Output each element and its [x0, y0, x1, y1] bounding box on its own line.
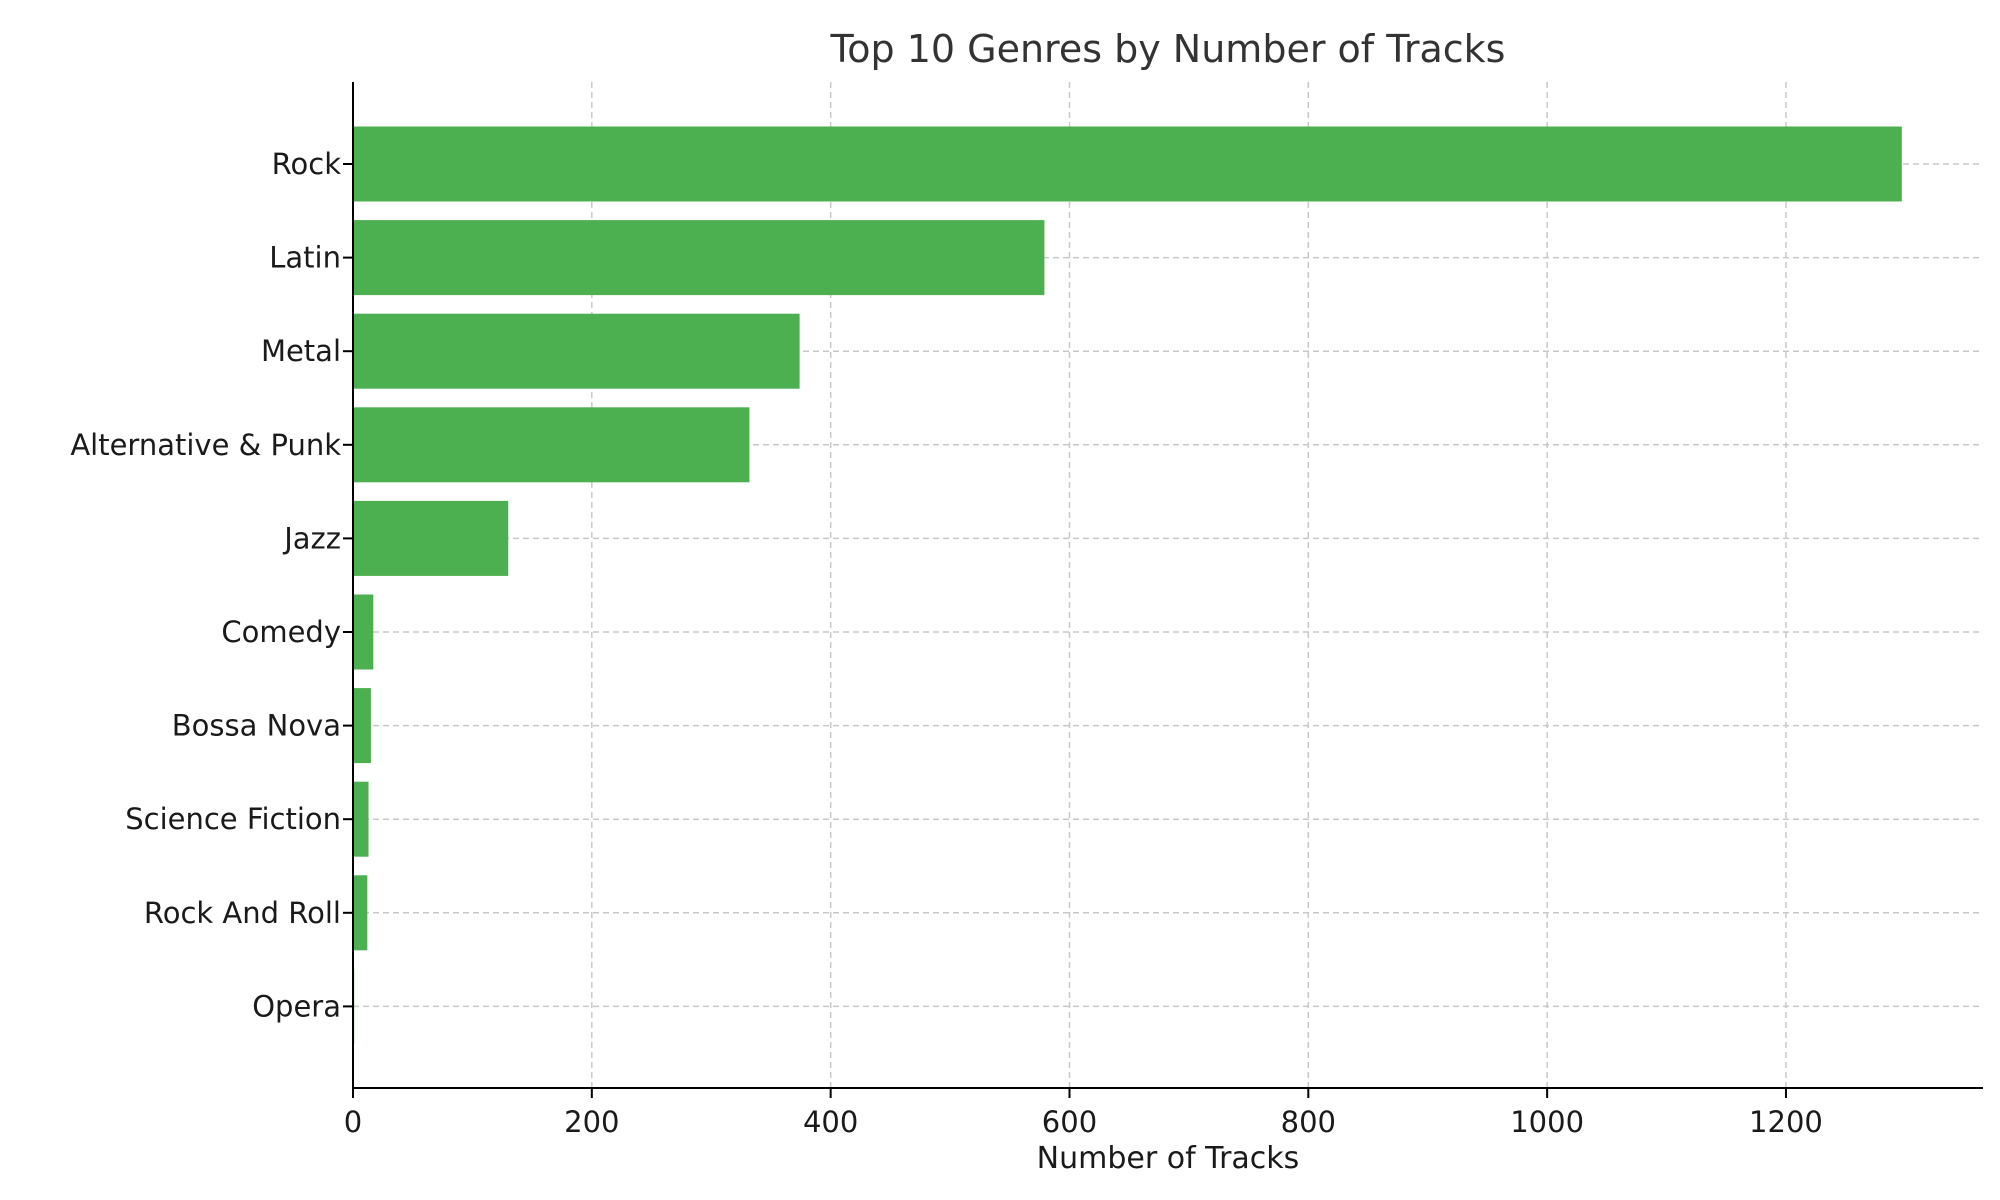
axes-layer: [352, 82, 1983, 1089]
x-axis-label: Number of Tracks: [1037, 1141, 1300, 1176]
bar-alternative-punk: [353, 407, 750, 483]
bar-jazz: [353, 500, 509, 576]
y-tick-label: Bossa Nova: [172, 709, 341, 743]
y-tick-label: Alternative & Punk: [70, 428, 341, 462]
bars-layer: [353, 126, 1902, 1044]
y-tick-label: Rock And Roll: [144, 896, 341, 930]
ticks-layer: 0 200 400 600 800 1000 1200 Rock Latin Metal Alter…: [70, 147, 1823, 1139]
y-tick-label: Jazz: [282, 521, 341, 555]
x-tick-label: 0: [344, 1105, 362, 1139]
x-tick-label: 1200: [1749, 1105, 1823, 1139]
bar-metal: [353, 313, 800, 389]
bar-rock: [353, 126, 1902, 202]
bar-comedy: [353, 594, 374, 670]
y-tick-label: Comedy: [221, 615, 341, 649]
bar-bossa-nova: [353, 688, 371, 764]
x-tick-label: 600: [1042, 1105, 1097, 1139]
x-tick-label: 800: [1281, 1105, 1336, 1139]
y-tick-label: Opera: [252, 989, 341, 1023]
bar-science-fiction: [353, 781, 369, 857]
y-tick-label: Rock: [272, 147, 342, 181]
bar-rock-and-roll: [353, 875, 368, 951]
y-tick-label: Latin: [269, 241, 341, 275]
x-tick-label: 400: [803, 1105, 858, 1139]
bar-latin: [353, 220, 1045, 296]
x-tick-label: 1000: [1510, 1105, 1584, 1139]
chart-title: Top 10 Genres by Number of Tracks: [830, 27, 1506, 71]
y-tick-label: Metal: [261, 334, 341, 368]
y-tick-label: Science Fiction: [125, 802, 341, 836]
x-tick-label: 200: [564, 1105, 619, 1139]
